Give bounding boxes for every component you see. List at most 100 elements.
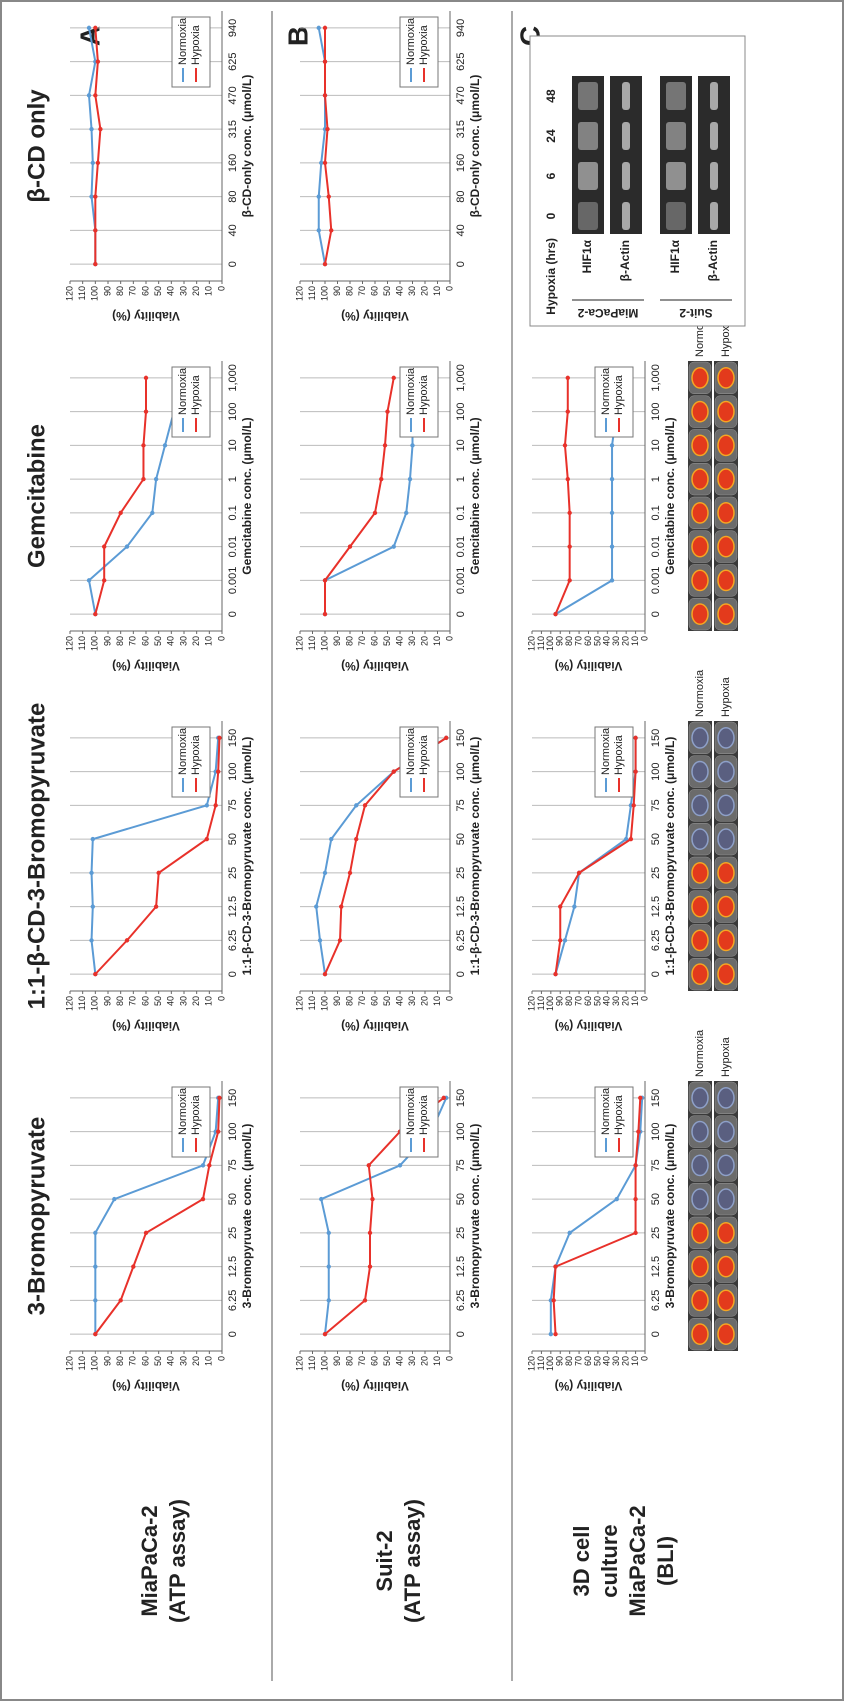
y-tick-label: 120 bbox=[64, 996, 74, 1011]
y-tick-label: 80 bbox=[344, 286, 354, 296]
y-tick-label: 70 bbox=[128, 1356, 138, 1366]
x-tick-label: 0.001 bbox=[227, 567, 239, 595]
y-axis-label: Viability (%) bbox=[555, 659, 623, 673]
data-point bbox=[154, 904, 158, 908]
x-tick-label: 6.25 bbox=[650, 1290, 662, 1311]
data-point bbox=[112, 1197, 116, 1201]
y-tick-label: 20 bbox=[191, 286, 201, 296]
blot-band bbox=[578, 82, 598, 110]
data-point bbox=[363, 1298, 367, 1302]
well-signal bbox=[718, 1088, 734, 1108]
y-tick-label: 60 bbox=[369, 286, 379, 296]
y-tick-label: 90 bbox=[102, 286, 112, 296]
data-point bbox=[96, 161, 100, 165]
legend-label: Hypoxia bbox=[190, 1094, 202, 1135]
data-point bbox=[93, 262, 97, 266]
x-tick-label: 100 bbox=[650, 1122, 662, 1140]
y-tick-label: 80 bbox=[344, 996, 354, 1006]
y-tick-label: 50 bbox=[382, 996, 392, 1006]
y-tick-label: 50 bbox=[592, 1356, 602, 1366]
well-signal bbox=[718, 570, 734, 590]
legend-label: Normoxia bbox=[405, 1087, 417, 1135]
data-point bbox=[367, 1163, 371, 1167]
x-tick-label: 625 bbox=[227, 52, 239, 70]
well-signal bbox=[718, 435, 734, 455]
x-tick-label: 0.01 bbox=[227, 536, 239, 557]
well-signal bbox=[692, 829, 708, 849]
data-point bbox=[150, 511, 154, 515]
x-tick-label: 12.5 bbox=[227, 1256, 239, 1277]
x-tick-label: 0 bbox=[227, 611, 239, 617]
y-tick-label: 60 bbox=[583, 1356, 593, 1366]
y-tick-label: 30 bbox=[407, 996, 417, 1006]
y-tick-label: 40 bbox=[166, 286, 176, 296]
well-signal bbox=[692, 863, 708, 883]
data-point bbox=[392, 769, 396, 773]
well-signal bbox=[692, 402, 708, 422]
y-tick-label: 100 bbox=[545, 996, 555, 1011]
x-tick-label: 150 bbox=[455, 1089, 467, 1107]
y-tick-label: 20 bbox=[191, 1356, 201, 1366]
y-axis-label: Viability (%) bbox=[341, 1019, 409, 1033]
y-tick-label: 10 bbox=[630, 996, 640, 1006]
blot-band bbox=[666, 162, 686, 190]
well-signal bbox=[692, 537, 708, 557]
data-point bbox=[632, 803, 636, 807]
x-tick-label: 50 bbox=[650, 833, 662, 845]
blot-band bbox=[710, 202, 718, 230]
y-axis-label: Viability (%) bbox=[555, 1379, 623, 1393]
y-tick-label: 0 bbox=[216, 996, 226, 1001]
x-tick-label: 0 bbox=[455, 261, 467, 267]
x-axis-label: Gemcitabine conc. (μmol/L) bbox=[240, 417, 254, 574]
blot-time: 24 bbox=[544, 129, 558, 143]
x-tick-label: 160 bbox=[455, 154, 467, 172]
column-title: 1:1-β-CD-3-Bromopyruvate bbox=[23, 703, 50, 1010]
legend-label: Normoxia bbox=[405, 727, 417, 775]
data-point bbox=[89, 127, 93, 131]
well-signal bbox=[718, 762, 734, 782]
y-tick-label: 70 bbox=[573, 1356, 583, 1366]
y-tick-label: 60 bbox=[369, 636, 379, 646]
data-point bbox=[217, 736, 221, 740]
y-tick-label: 10 bbox=[204, 996, 214, 1006]
y-tick-label: 120 bbox=[526, 636, 536, 651]
blot-time: 6 bbox=[544, 172, 558, 179]
data-point bbox=[93, 228, 97, 232]
data-point bbox=[444, 736, 448, 740]
x-tick-label: 0 bbox=[650, 611, 662, 617]
data-point bbox=[368, 1231, 372, 1235]
data-point bbox=[339, 904, 343, 908]
y-tick-label: 60 bbox=[140, 636, 150, 646]
blot-band bbox=[666, 82, 686, 110]
blot-band bbox=[710, 122, 718, 150]
data-point bbox=[325, 127, 329, 131]
x-tick-label: 6.25 bbox=[227, 1290, 239, 1311]
data-point bbox=[363, 803, 367, 807]
y-tick-label: 50 bbox=[382, 636, 392, 646]
y-tick-label: 110 bbox=[307, 1356, 317, 1370]
row-label: 3D cell bbox=[569, 1526, 594, 1597]
well-signal bbox=[692, 570, 708, 590]
well-signal bbox=[692, 1257, 708, 1277]
data-point bbox=[323, 871, 327, 875]
legend-label: Hypoxia bbox=[418, 24, 430, 65]
x-tick-label: 25 bbox=[227, 1227, 239, 1239]
legend-label: Hypoxia bbox=[418, 734, 430, 775]
y-tick-label: 120 bbox=[294, 1356, 304, 1371]
x-axis-label: β-CD-only conc. (μmol/L) bbox=[468, 75, 482, 218]
x-axis-label: 1:1-β-CD-3-Bromopyruvate conc. (μmol/L) bbox=[663, 737, 677, 976]
data-point bbox=[329, 837, 333, 841]
y-tick-label: 100 bbox=[319, 996, 329, 1011]
data-point bbox=[442, 1096, 446, 1100]
y-tick-label: 10 bbox=[432, 996, 442, 1006]
y-tick-label: 40 bbox=[602, 636, 612, 646]
blot-band bbox=[666, 122, 686, 150]
well-signal bbox=[692, 1223, 708, 1243]
well-signal bbox=[692, 795, 708, 815]
x-tick-label: 625 bbox=[455, 52, 467, 70]
y-tick-label: 20 bbox=[419, 1356, 429, 1366]
x-tick-label: 6.25 bbox=[455, 1290, 467, 1311]
legend-label: Normoxia bbox=[600, 367, 612, 415]
legend-label: Normoxia bbox=[177, 367, 189, 415]
y-tick-label: 100 bbox=[545, 1356, 555, 1371]
